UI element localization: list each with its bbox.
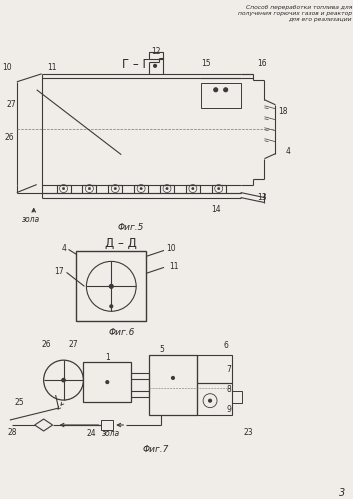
Circle shape: [154, 64, 156, 67]
Text: Φиг.6: Φиг.6: [108, 328, 134, 337]
Text: 10: 10: [166, 244, 176, 253]
Circle shape: [192, 187, 194, 190]
Text: 11: 11: [47, 63, 56, 72]
Bar: [83, 362, 131, 402]
Text: Φиг.7: Φиг.7: [143, 446, 169, 455]
Bar: [197, 355, 232, 383]
Text: 25: 25: [15, 398, 25, 407]
Text: 28: 28: [7, 429, 17, 438]
Text: 23: 23: [244, 429, 253, 438]
Bar: [77, 251, 146, 321]
Circle shape: [209, 399, 211, 402]
Bar: [232, 391, 241, 403]
Circle shape: [140, 187, 142, 190]
Text: 8: 8: [226, 385, 231, 394]
Bar: [197, 383, 232, 415]
Text: 10: 10: [2, 63, 12, 72]
Text: 1: 1: [105, 353, 110, 362]
Bar: [201, 83, 241, 108]
Text: 18: 18: [279, 107, 288, 116]
Circle shape: [224, 88, 228, 92]
Bar: [149, 52, 163, 59]
Circle shape: [106, 381, 109, 384]
Text: зола: зола: [102, 430, 120, 439]
Circle shape: [166, 187, 168, 190]
Circle shape: [62, 187, 65, 190]
Text: Г – Г: Г – Г: [122, 58, 150, 71]
Text: зола: зола: [22, 215, 40, 224]
Text: 9: 9: [226, 405, 231, 414]
Text: 4: 4: [286, 147, 291, 156]
Text: 26: 26: [4, 133, 14, 142]
Circle shape: [217, 187, 220, 190]
Text: Д – Д: Д – Д: [105, 237, 137, 250]
Text: 27: 27: [6, 100, 16, 109]
Circle shape: [172, 376, 174, 379]
Bar: [149, 355, 197, 415]
Circle shape: [214, 88, 218, 92]
Circle shape: [88, 187, 91, 190]
Circle shape: [62, 378, 65, 382]
Text: 26: 26: [42, 340, 52, 349]
Text: Φиг.5: Φиг.5: [118, 223, 144, 232]
Bar: [101, 420, 113, 430]
Text: 12: 12: [151, 47, 161, 56]
Text: 15: 15: [201, 59, 211, 68]
Text: 4: 4: [62, 244, 66, 253]
Text: 5: 5: [160, 345, 164, 354]
Text: 24: 24: [87, 430, 96, 439]
Text: 16: 16: [258, 59, 267, 68]
Text: 11: 11: [169, 262, 179, 271]
Text: 6: 6: [223, 341, 228, 350]
Text: Способ переработки топлива для
получения горючих газов и реактор
для его реализа: Способ переработки топлива для получения…: [238, 5, 352, 21]
Circle shape: [109, 284, 113, 288]
Text: 14: 14: [211, 205, 221, 214]
Text: 17: 17: [54, 267, 64, 276]
Circle shape: [114, 187, 116, 190]
Circle shape: [110, 305, 113, 308]
Text: 7: 7: [226, 365, 231, 374]
Text: 3: 3: [339, 488, 345, 498]
Text: 27: 27: [69, 340, 78, 349]
Text: 13: 13: [258, 193, 267, 202]
